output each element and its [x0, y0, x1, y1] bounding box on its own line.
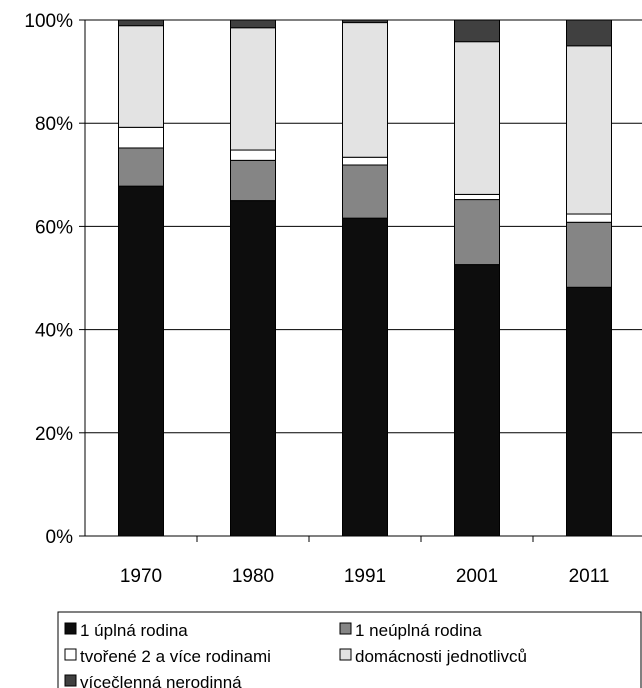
bar-segment: [454, 264, 500, 537]
y-tick-label: 100%: [24, 11, 73, 32]
legend-swatch: [339, 648, 352, 661]
x-tick-label: 1991: [344, 566, 386, 587]
bar-segment: [118, 19, 164, 27]
bar-segment: [454, 199, 500, 266]
x-tick-label: 2001: [456, 566, 498, 587]
bar-segment: [566, 45, 612, 215]
legend-label: vícečlenná nerodinná: [80, 673, 242, 688]
legend: 1 úplná rodina 1 neúplná rodina tvořené 2 …: [57, 611, 642, 688]
bar-segment: [342, 164, 388, 219]
bars: [118, 19, 612, 537]
legend-swatch: [64, 622, 77, 635]
legend-label: tvořené 2 a více rodinami: [80, 647, 271, 666]
axes: [84, 20, 642, 537]
y-tick-label: 60%: [35, 217, 73, 238]
bar-segment: [566, 213, 612, 223]
y-tick-label: 20%: [35, 424, 73, 445]
x-tick-label: 1980: [232, 566, 274, 587]
bar-segment: [454, 19, 500, 43]
bar-segment: [342, 22, 388, 158]
legend-label: domácnosti jednotlivců: [355, 647, 527, 666]
legend-label: 1 neúplná rodina: [355, 621, 482, 640]
legend-swatch: [339, 622, 352, 635]
x-tick-label: 2011: [569, 566, 610, 587]
y-tick-label: 40%: [35, 321, 73, 342]
bar-segment: [230, 27, 276, 151]
bar-segment: [230, 19, 276, 29]
y-tick-label: 80%: [35, 114, 73, 135]
bar-segment: [118, 147, 164, 187]
bar-segment: [118, 126, 164, 149]
x-tick-labels: 1970 1980 1991 2001 2011: [120, 536, 610, 587]
x-tick-label: 1970: [120, 566, 162, 587]
bar-segment: [454, 193, 500, 201]
bar-segment: [230, 159, 276, 202]
y-tick-label: 0%: [46, 527, 74, 548]
bar-segment: [342, 19, 388, 24]
bar-segment: [342, 156, 388, 166]
legend-swatch: [64, 674, 77, 687]
legend-swatch: [64, 648, 77, 661]
bar-segment: [566, 286, 612, 537]
legend-label: 1 úplná rodina: [80, 621, 188, 640]
bar-segment: [118, 185, 164, 537]
bar-segment: [566, 19, 612, 47]
bar-segment: [230, 200, 276, 537]
bar-segment: [342, 217, 388, 537]
y-tick-labels: 0% 20% 40% 60% 80% 100%: [24, 11, 85, 548]
bar-segment: [118, 25, 164, 128]
bar-segment: [454, 41, 500, 195]
bar-segment: [230, 149, 276, 161]
bar-segment: [566, 221, 612, 288]
